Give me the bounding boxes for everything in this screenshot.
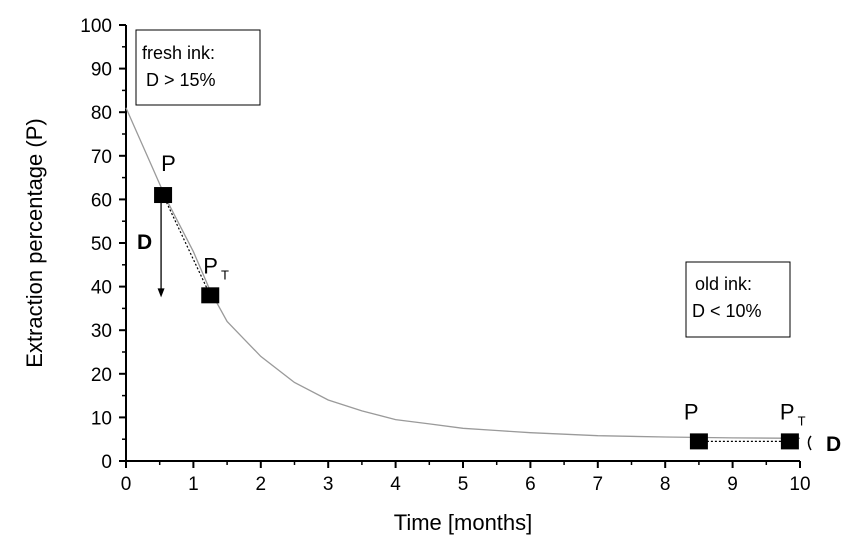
d-arrow-head <box>157 288 165 298</box>
y-tick-label: 30 <box>91 321 112 342</box>
x-tick-label: 10 <box>789 474 810 495</box>
y-tick-label: 50 <box>91 234 112 255</box>
data-marker <box>780 433 799 450</box>
y-tick-label: 70 <box>91 147 112 168</box>
y-tick-label: 0 <box>101 452 112 473</box>
old-ink-box <box>685 261 791 338</box>
old-ink-title: old ink: <box>695 274 752 294</box>
fresh-ink-box <box>135 29 261 106</box>
y-ticks: 0 10 20 30 40 50 60 70 80 90 100 <box>80 16 126 473</box>
x-tick-label: 6 <box>525 474 536 495</box>
data-marker <box>201 287 220 304</box>
x-tick-label: 1 <box>188 474 199 495</box>
y-tick-label: 90 <box>91 60 112 81</box>
data-points: P P T P P T <box>154 151 806 450</box>
x-ticks: 0 1 2 3 4 5 6 7 8 9 10 <box>121 461 811 495</box>
d-label-left: D <box>137 231 152 254</box>
x-tick-label: 5 <box>458 474 469 495</box>
connector-fresh <box>162 194 211 296</box>
d-arc-right <box>807 435 812 451</box>
x-axis-label: Time [months] <box>394 510 533 535</box>
point-label: P <box>684 399 699 424</box>
y-tick-label: 20 <box>91 365 112 386</box>
x-tick-label: 7 <box>593 474 604 495</box>
y-tick-label: 80 <box>91 103 112 124</box>
y-tick-label: 60 <box>91 190 112 211</box>
x-tick-label: 0 <box>121 474 132 495</box>
decay-curve <box>125 107 801 439</box>
fresh-ink-title: fresh ink: <box>142 43 215 63</box>
x-tick-label: 3 <box>323 474 334 495</box>
y-axis-label: Extraction percentage (P) <box>22 118 47 367</box>
x-tick-label: 2 <box>256 474 267 495</box>
x-tick-label: 9 <box>727 474 738 495</box>
fresh-ink-condition: D > 15% <box>146 70 216 90</box>
point-label: P <box>161 151 176 176</box>
y-tick-label: 40 <box>91 278 112 299</box>
y-tick-label: 100 <box>80 16 112 37</box>
old-ink-condition: D < 10% <box>692 301 762 321</box>
x-tick-label: 4 <box>390 474 401 495</box>
data-marker <box>689 433 708 450</box>
y-tick-label: 10 <box>91 408 112 429</box>
d-label-right: D <box>826 433 841 456</box>
x-tick-label: 8 <box>660 474 671 495</box>
data-marker <box>154 187 173 204</box>
